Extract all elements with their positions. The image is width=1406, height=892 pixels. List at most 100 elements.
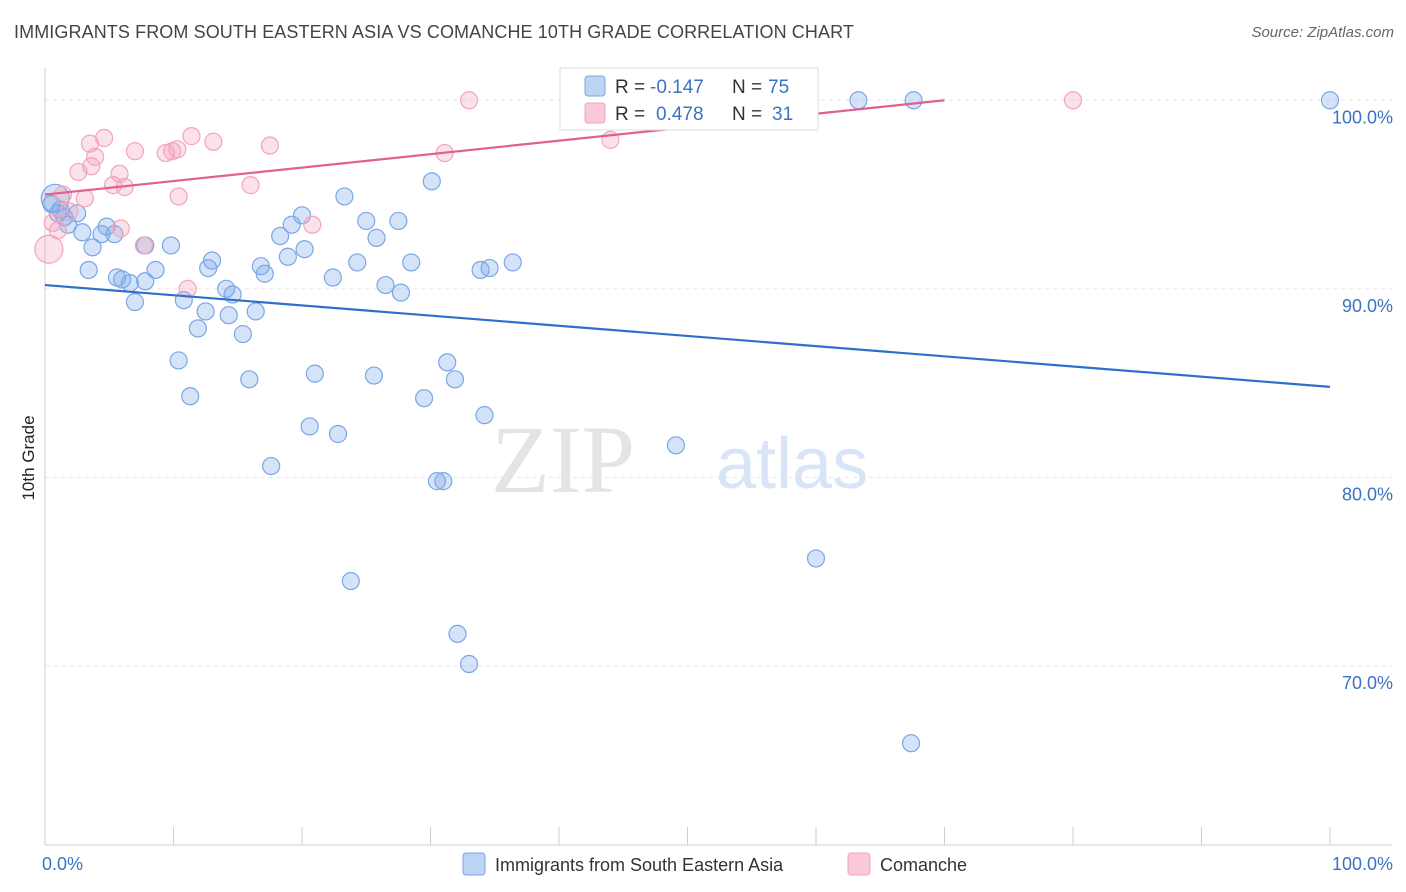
point-asia-39: [262, 456, 281, 476]
point-asia-57: [445, 370, 465, 389]
stats-n-label-blue: N =: [732, 77, 762, 98]
watermark-atlas: atlas: [716, 424, 868, 504]
point-asia-33: [271, 226, 290, 246]
point-asia-25: [181, 387, 200, 406]
axes: [44, 68, 1392, 846]
point-asia-44: [348, 253, 367, 272]
point-asia-67: [666, 436, 686, 455]
point-asia-40: [305, 364, 324, 383]
watermark-zip: ZIP: [491, 406, 635, 513]
point-comanche-28: [459, 91, 479, 110]
point-comanche-15: [125, 142, 145, 161]
point-asia-5: [73, 223, 92, 242]
y-axis-label: 10th Grade: [19, 415, 38, 500]
point-comanche-4: [60, 202, 79, 221]
point-asia-63: [503, 253, 522, 272]
legend-label-comanche: Comanche: [880, 855, 967, 875]
point-asia-16: [125, 292, 145, 312]
watermark: ZIP atlas: [491, 406, 868, 513]
point-asia-17: [146, 260, 165, 280]
point-asia-13: [120, 274, 139, 293]
y-tick-label-3: 70.0%: [1342, 673, 1393, 693]
point-comanche-22: [182, 127, 201, 146]
point-comanche-16: [134, 236, 154, 255]
point-asia-54: [328, 424, 348, 444]
point-asia-64: [448, 624, 467, 643]
x-tick-label-max: 100.0%: [1332, 854, 1393, 874]
point-asia-69: [849, 91, 868, 110]
stats-swatch-blue: [584, 75, 606, 97]
point-comanche-3: [53, 185, 73, 204]
point-asia-65: [459, 654, 479, 674]
stats-n-label-pink: N =: [732, 104, 762, 125]
point-asia-46: [367, 228, 386, 248]
point-asia-9: [97, 217, 116, 236]
point-comanche-24: [241, 176, 260, 195]
point-asia-38: [240, 370, 259, 389]
point-asia-34: [278, 247, 297, 266]
point-comanche-0: [34, 234, 64, 264]
point-comanche-10: [95, 128, 114, 148]
stats-r-label-blue: R =: [615, 77, 645, 98]
point-comanche-17: [156, 143, 175, 163]
point-asia-50: [391, 283, 411, 302]
point-comanche-21: [178, 279, 197, 298]
point-asia-62: [475, 406, 494, 425]
data-points: [34, 91, 1340, 753]
stats-swatch-pink: [584, 102, 606, 124]
stats-r-value-blue: -0.147: [650, 77, 704, 98]
point-asia-61: [480, 258, 499, 278]
point-asia-53: [422, 172, 441, 191]
point-asia-22: [199, 258, 218, 278]
point-asia-56: [438, 353, 457, 372]
point-comanche-2: [48, 221, 67, 240]
point-asia-58: [427, 472, 447, 491]
point-asia-23: [188, 319, 208, 338]
chart-title: IMMIGRANTS FROM SOUTH EASTERN ASIA VS CO…: [14, 22, 854, 42]
y-tick-label-1: 90.0%: [1342, 296, 1393, 316]
point-comanche-30: [1063, 91, 1083, 110]
point-asia-49: [389, 211, 408, 231]
x-tick-label-min: 0.0%: [42, 854, 83, 874]
point-asia-6: [83, 238, 102, 257]
y-tick-label-0: 100.0%: [1332, 107, 1393, 127]
point-asia-15: [136, 272, 155, 291]
point-comanche-23: [204, 132, 223, 151]
legend-label-asia: Immigrants from South Eastern Asia: [495, 855, 784, 875]
point-asia-41: [300, 417, 319, 436]
stats-r-label-pink: R =: [615, 104, 645, 125]
point-asia-32: [255, 264, 274, 283]
point-comanche-7: [82, 157, 101, 176]
point-asia-68: [806, 549, 826, 568]
point-asia-28: [219, 306, 238, 325]
point-asia-7: [79, 260, 98, 280]
point-asia-72: [1320, 91, 1340, 110]
stats-r-value-pink: 0.478: [656, 104, 704, 125]
source-label: Source: ZipAtlas.com: [1251, 24, 1394, 41]
legend-swatch-asia: [462, 852, 486, 876]
point-comanche-19: [168, 140, 187, 159]
stats-n-value-blue: 75: [768, 77, 789, 98]
point-asia-20: [196, 302, 215, 321]
trend-line-asia: [44, 283, 1331, 388]
point-asia-59: [434, 472, 453, 491]
point-comanche-14: [111, 219, 130, 238]
point-asia-45: [357, 211, 376, 231]
trend-lines: [44, 99, 1331, 388]
point-asia-51: [402, 253, 421, 272]
series-legend: Immigrants from South Eastern Asia Coman…: [462, 852, 967, 876]
point-asia-42: [323, 268, 342, 287]
stats-legend: R = -0.147 N = 75 R = 0.478 N = 31: [559, 67, 819, 131]
point-asia-52: [414, 389, 434, 408]
point-asia-60: [471, 260, 490, 280]
point-asia-24: [169, 351, 188, 370]
stats-n-value-pink: 31: [772, 104, 793, 125]
point-comanche-26: [303, 215, 322, 234]
point-asia-18: [161, 236, 181, 255]
point-asia-70: [904, 91, 923, 110]
point-asia-43: [335, 187, 354, 206]
point-comanche-11: [104, 176, 123, 195]
point-asia-47: [364, 366, 384, 385]
point-asia-29: [233, 324, 252, 344]
